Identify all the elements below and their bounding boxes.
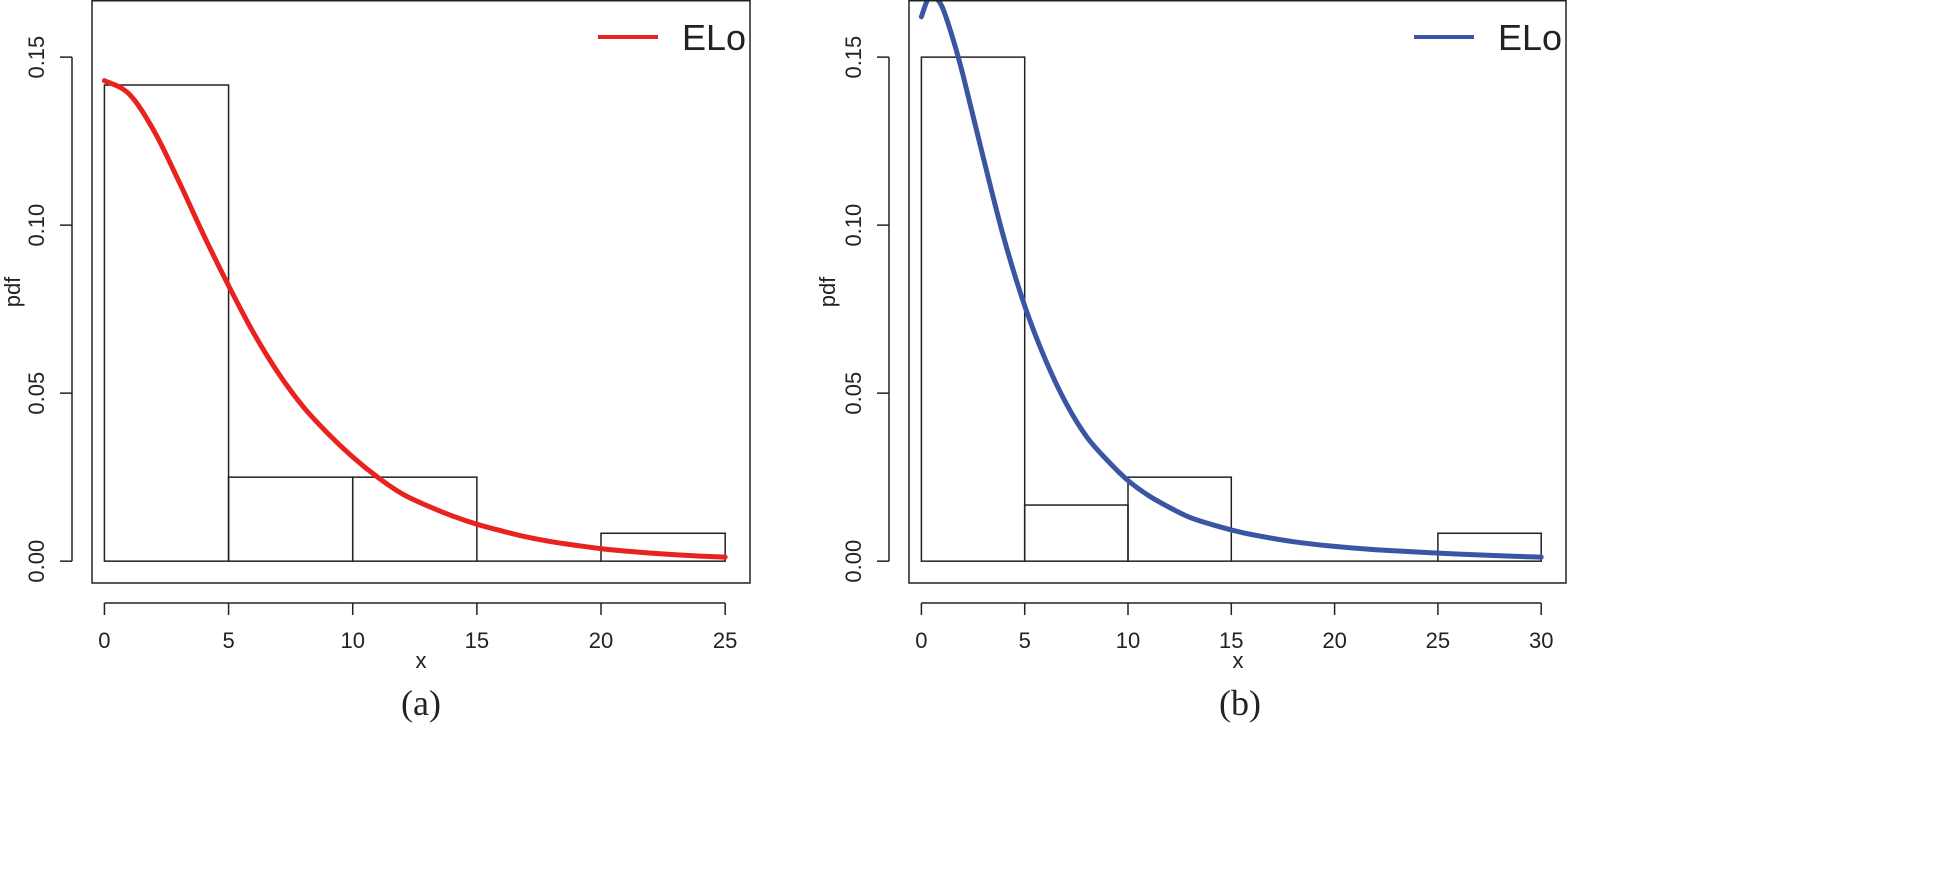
caption-b: (b) (1219, 683, 1261, 723)
x-tick-label: 10 (1116, 628, 1140, 653)
x-tick-label: 20 (1322, 628, 1346, 653)
y-tick-label: 0.15 (24, 36, 49, 79)
plot-frame-a (91, 0, 751, 584)
y-axis-label-b: pdf (815, 276, 840, 307)
x-tick-label: 30 (1529, 628, 1553, 653)
x-axis-label-a: x (416, 648, 427, 673)
histogram-bar (351, 476, 478, 562)
x-tick-label: 0 (98, 628, 110, 653)
histogram-bar (920, 56, 1026, 562)
histogram-bins-b (920, 56, 1542, 562)
histogram-bins-a (103, 84, 726, 562)
x-tick-label: 5 (222, 628, 234, 653)
panel-b: 0 5 10 15 20 25 30 0.000.050.100.15 x pdf ELo … (815, 0, 1567, 723)
plot-frame-b (908, 0, 1567, 584)
x-axis-b: 0 5 10 15 20 25 30 (915, 602, 1553, 653)
x-tick-label: 15 (465, 628, 489, 653)
y-tick-label: 0.00 (24, 540, 49, 583)
legend-b: ELo (1414, 17, 1562, 58)
x-axis-a: 0 5 10 15 20 25 (98, 602, 737, 653)
histogram-bar (227, 476, 354, 562)
legend-label-a: ELo (682, 17, 746, 58)
x-tick-label: 20 (589, 628, 613, 653)
density-curve-b (918, 0, 1544, 560)
y-axis-label-a: pdf (0, 276, 25, 307)
y-tick-label: 0.10 (841, 204, 866, 247)
panel-a: 0 5 10 15 20 25 0.00 0.05 0.10 0.15 x pdf ELo (a… (0, 0, 751, 723)
histogram-bar (103, 84, 230, 562)
y-tick-label: 0.00 (841, 540, 866, 583)
histogram-bar (1127, 476, 1233, 562)
x-tick-label: 5 (1019, 628, 1031, 653)
x-tick-label: 0 (915, 628, 927, 653)
legend-label-b: ELo (1498, 17, 1562, 58)
histogram-bar (1437, 532, 1542, 562)
y-tick-label: 0.15 (841, 36, 866, 79)
x-tick-label: 25 (713, 628, 737, 653)
x-tick-label: 10 (340, 628, 364, 653)
x-tick-label: 15 (1219, 628, 1243, 653)
legend-a: ELo (598, 17, 746, 58)
y-tick-label: 0.05 (841, 372, 866, 415)
histogram-bar (1023, 504, 1129, 562)
y-tick-label: 0.10 (24, 204, 49, 247)
y-tick-label: 0.05 (24, 372, 49, 415)
caption-a: (a) (401, 683, 441, 723)
x-tick-label: 25 (1426, 628, 1450, 653)
density-curve-a (101, 78, 728, 560)
y-axis-b: 0.00 0.05 0.10 0.15 (841, 36, 890, 583)
y-axis-a: 0.00 0.05 0.10 0.15 (24, 36, 73, 583)
x-axis-label-b: x (1233, 648, 1244, 673)
